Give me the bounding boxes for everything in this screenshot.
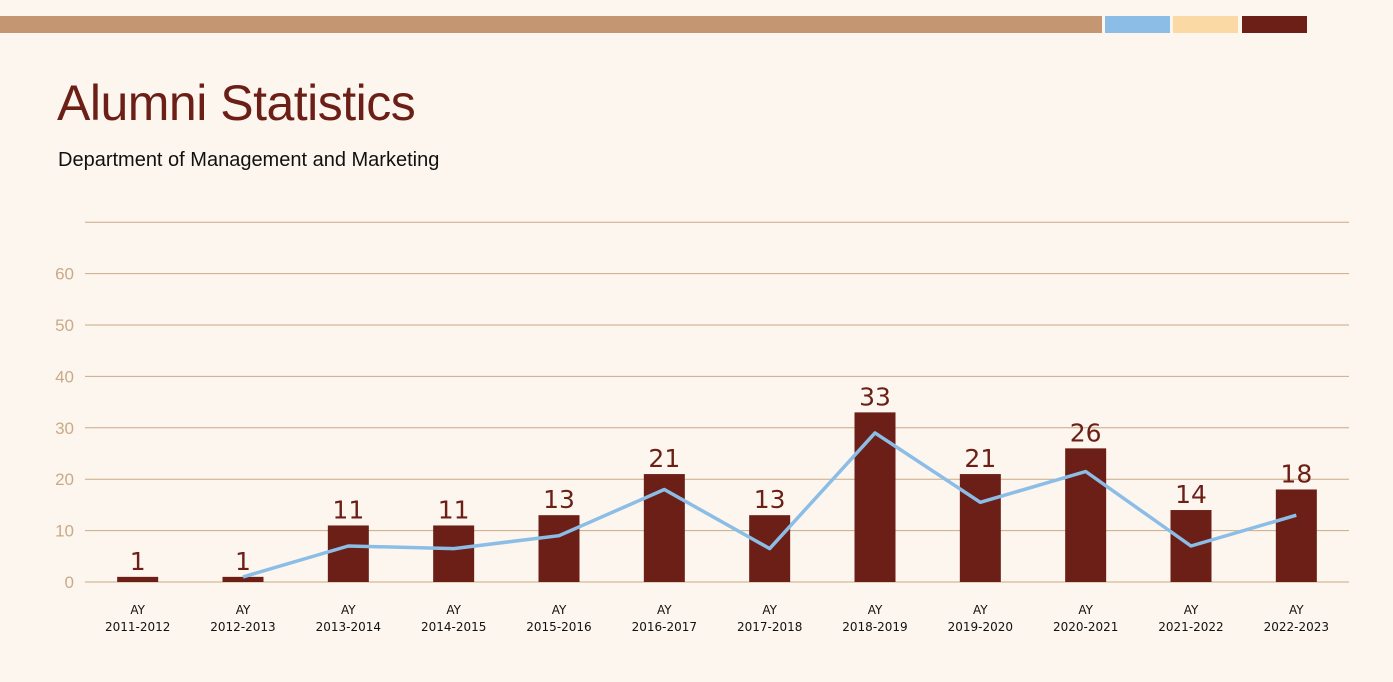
x-tick-label: 2019-2020 <box>948 620 1013 634</box>
x-tick-label: AY <box>236 603 251 617</box>
bar <box>1065 448 1107 582</box>
bar <box>643 474 685 582</box>
x-tick-label: 2021-2022 <box>1158 620 1223 634</box>
y-tick-label: 50 <box>55 316 74 335</box>
x-tick-label: AY <box>446 603 461 617</box>
data-label: 11 <box>438 495 470 524</box>
x-tick-label: AY <box>762 603 777 617</box>
x-tick-label: AY <box>552 603 567 617</box>
x-tick-label: 2012-2013 <box>210 620 275 634</box>
data-label: 21 <box>648 444 680 473</box>
x-tick-label: AY <box>868 603 883 617</box>
x-tick-label: 2016-2017 <box>632 620 697 634</box>
x-tick-label: 2017-2018 <box>737 620 802 634</box>
y-tick-label: 0 <box>65 573 74 592</box>
x-tick-label: AY <box>1078 603 1093 617</box>
y-tick-label: 60 <box>55 265 74 284</box>
data-label: 11 <box>332 495 364 524</box>
data-label: 18 <box>1280 459 1312 488</box>
y-tick-label: 30 <box>55 419 74 438</box>
x-tick-label: 2014-2015 <box>421 620 486 634</box>
bar <box>959 474 1001 582</box>
x-tick-label: 2020-2021 <box>1053 620 1118 634</box>
x-tick-label: AY <box>973 603 988 617</box>
x-tick-label: 2022-2023 <box>1264 620 1329 634</box>
x-tick-label: AY <box>341 603 356 617</box>
header-accent-block-maroon <box>1242 16 1307 33</box>
bar <box>538 515 580 582</box>
data-label: 1 <box>235 547 251 576</box>
x-tick-label: 2018-2019 <box>842 620 907 634</box>
y-tick-label: 40 <box>55 367 74 386</box>
data-label: 1 <box>130 547 146 576</box>
bar <box>327 525 369 582</box>
header-accent-bar <box>0 16 1102 33</box>
x-tick-label: 2013-2014 <box>316 620 381 634</box>
x-tick-label: 2015-2016 <box>526 620 591 634</box>
data-label: 26 <box>1070 418 1102 447</box>
x-tick-label: AY <box>1184 603 1199 617</box>
bar <box>117 576 159 582</box>
page-subtitle: Department of Management and Marketing <box>58 149 440 171</box>
y-tick-label: 20 <box>55 470 74 489</box>
x-tick-label: AY <box>657 603 672 617</box>
bar <box>433 525 475 582</box>
header-accent-block-blue <box>1105 16 1170 33</box>
trend-line <box>242 431 1297 579</box>
data-label: 14 <box>1175 480 1207 509</box>
x-tick-label: AY <box>130 603 145 617</box>
x-tick-label: AY <box>1289 603 1304 617</box>
page-title: Alumni Statistics <box>57 75 416 131</box>
bar <box>1275 489 1317 582</box>
data-label: 13 <box>754 485 786 514</box>
data-label: 21 <box>964 444 996 473</box>
header-accent-block-peach <box>1173 16 1238 33</box>
y-tick-label: 10 <box>55 522 74 541</box>
data-label: 33 <box>859 382 891 411</box>
data-label: 13 <box>543 485 575 514</box>
bar <box>854 412 896 582</box>
bar <box>222 576 264 582</box>
x-tick-label: 2011-2012 <box>105 620 170 634</box>
